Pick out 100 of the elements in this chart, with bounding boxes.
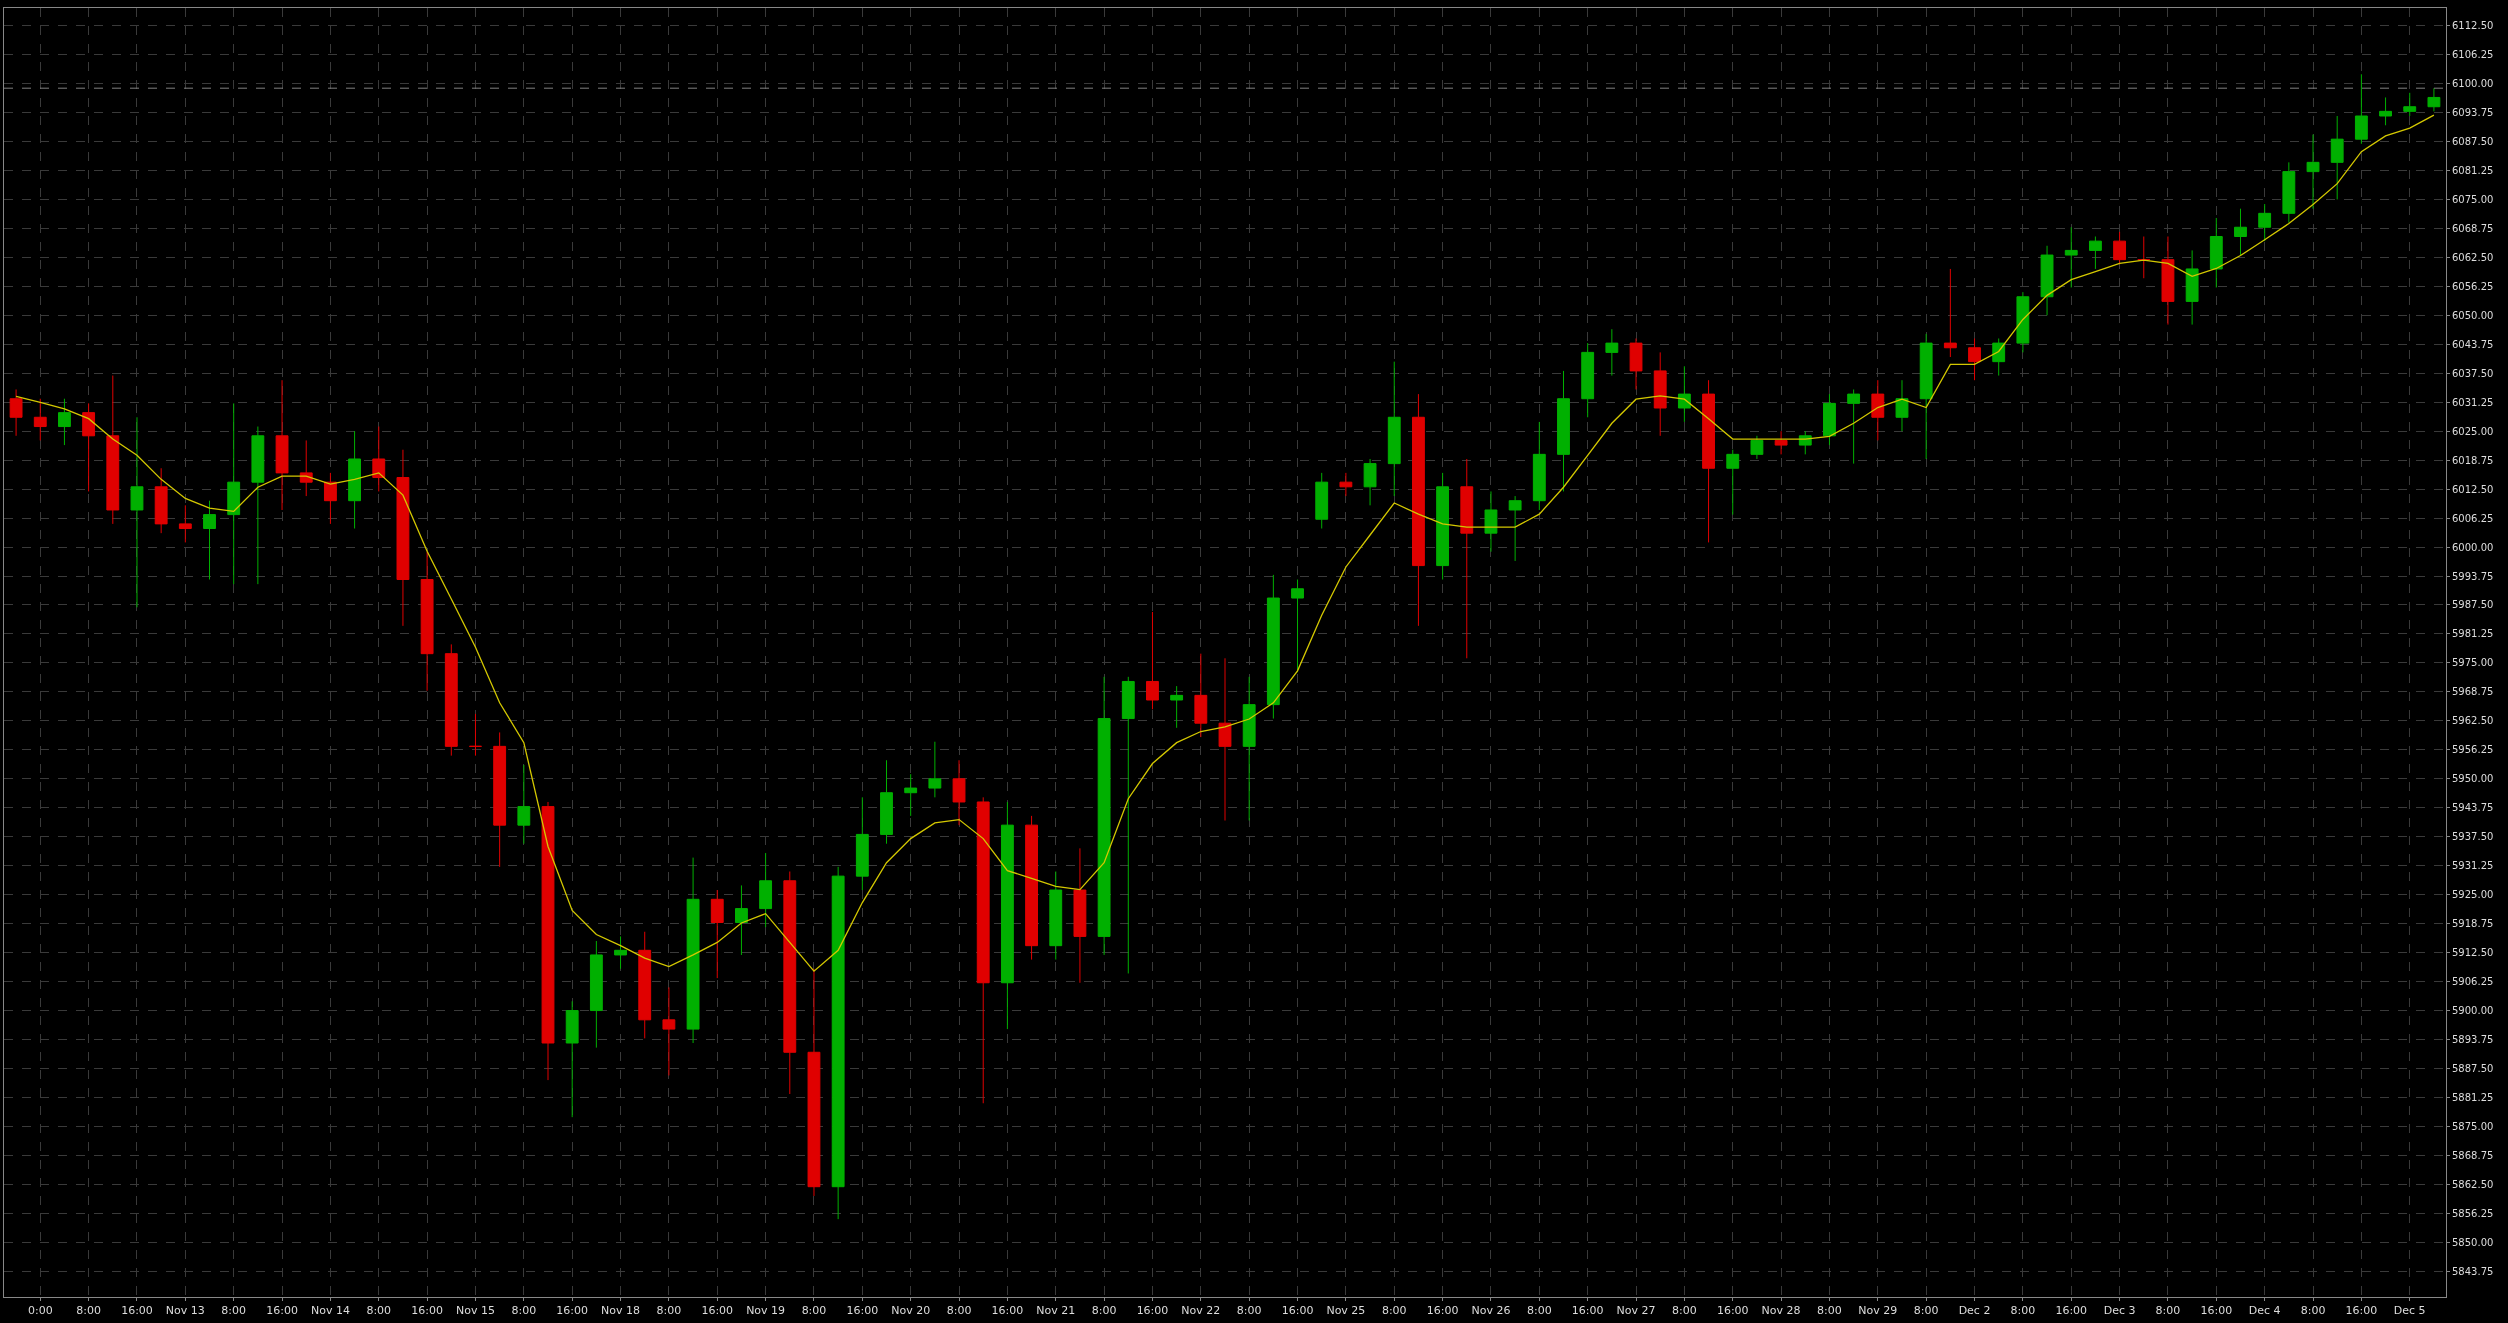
x-tick-label: 16:00 [266,1304,298,1318]
x-tick-label: 16:00 [1571,1304,1604,1318]
candlestick [2088,236,2102,270]
x-tick-label: 8:00 [1381,1304,1407,1318]
candlestick [2064,226,2078,288]
y-tick-label: 6037.50 [2452,367,2494,379]
candlestick [1557,370,1570,492]
y-tick-label: 5981.25 [2452,628,2494,640]
y-tick-label: 5937.50 [2452,831,2494,843]
candlestick [904,773,918,817]
y-tick-label: 6068.75 [2452,222,2494,234]
candlestick [2379,96,2392,126]
candlestick [2258,203,2272,242]
x-tick-label: Nov 20 [891,1304,931,1318]
candlestick [1460,458,1474,659]
y-tick-label: 5900.00 [2452,1005,2494,1017]
x-tick-label: 8:00 [511,1304,537,1318]
x-tick-label: 16:00 [556,1304,589,1318]
candlestick [2427,87,2441,112]
y-tick-label: 6006.25 [2452,512,2494,524]
x-tick-label: 8:00 [946,1304,972,1318]
x-tick-label: 8:00 [1526,1304,1552,1318]
y-tick-label: 5918.75 [2452,918,2494,930]
candlestick [1702,379,1715,543]
x-tick-label: Dec 4 [2248,1304,2281,1318]
y-tick-label: 5968.75 [2452,686,2494,698]
x-tick-label: 16:00 [121,1304,153,1318]
candlestick [227,402,241,585]
candlestick [130,416,144,608]
y-tick-label: 6100.00 [2452,78,2494,90]
y-tick-label: 5912.50 [2452,947,2494,959]
y-tick-label: 5881.25 [2452,1091,2494,1103]
candlestick [976,796,990,1104]
candlestick [1387,361,1401,497]
x-tick-label: 8:00 [366,1304,392,1318]
y-tick-label: 6025.00 [2452,425,2494,437]
candlestick [1508,495,1522,562]
x-tick-label: Nov 26 [1471,1304,1511,1318]
y-tick-label: 5943.75 [2452,802,2494,814]
candlestick [348,430,362,530]
x-tick-label: Nov 18 [601,1304,641,1318]
x-tick-label: 8:00 [2300,1304,2326,1318]
y-tick-label: 5862.50 [2452,1178,2494,1190]
candlestick [420,551,434,692]
x-tick-label: 16:00 [991,1304,1024,1318]
candlestick [1000,801,1014,1030]
candlestick [2161,236,2175,326]
candlestick [783,871,797,1095]
y-tick-label: 5868.75 [2452,1149,2494,1161]
y-tick-label: 6031.25 [2452,396,2494,408]
y-tick-label: 5850.00 [2452,1236,2494,1248]
x-tick-label: 16:00 [846,1304,879,1318]
candlestick [2306,134,2320,210]
candlestick [33,398,47,441]
x-tick-label: 16:00 [1716,1304,1749,1318]
candlestick [58,398,71,446]
y-tick-label: 6106.25 [2452,49,2494,61]
candlestick [1677,365,1691,423]
x-tick-label: 8:00 [801,1304,827,1318]
y-tick-label: 5962.50 [2452,715,2494,727]
candlestick [154,467,168,534]
candlestick [106,375,120,525]
y-tick-label: 5875.00 [2452,1120,2494,1132]
x-tick-label: 16:00 [411,1304,443,1318]
y-tick-label: 6062.50 [2452,251,2494,263]
x-tick-label: Nov 29 [1858,1304,1898,1318]
candlestick [541,801,555,1081]
candlestick [1847,388,1861,465]
candlestick [372,426,386,492]
y-tick-label: 5887.50 [2452,1062,2494,1074]
candlestick [1073,847,1087,984]
x-tick-label: Nov 25 [1326,1304,1366,1318]
x-tick-label: Nov 15 [456,1304,495,1318]
line-series [15,114,2435,972]
candlestick [2209,217,2223,288]
y-tick-label: 5906.25 [2452,976,2494,988]
candlestick [1943,268,1957,358]
candlestick [1750,435,1764,460]
x-tick-label: Dec 3 [2103,1304,2136,1318]
x-tick-label: 8:00 [221,1304,247,1318]
candlestick [323,472,337,525]
y-tick-label: 6075.00 [2452,193,2494,205]
candlestick [735,884,748,956]
candlestick [1581,342,1595,418]
y-tick-label: 6093.75 [2452,107,2494,119]
candlestick [1871,379,1885,441]
candlestick [1992,337,2006,377]
candlestick [1605,328,1619,377]
x-tick-label: 16:00 [2200,1304,2233,1318]
candlestick [1194,653,1208,738]
x-tick-label: 16:00 [2055,1304,2088,1318]
candlestick [1363,458,1377,506]
candlestick [565,1000,579,1118]
y-tick-label: 6012.50 [2452,483,2494,495]
candlestick [2330,115,2344,200]
x-tick-label: 8:00 [1091,1304,1117,1318]
candlestick [1629,337,1643,390]
candlestick [1170,685,1184,729]
candlestick [2113,231,2127,265]
x-tick-label: Nov 28 [1761,1304,1801,1318]
